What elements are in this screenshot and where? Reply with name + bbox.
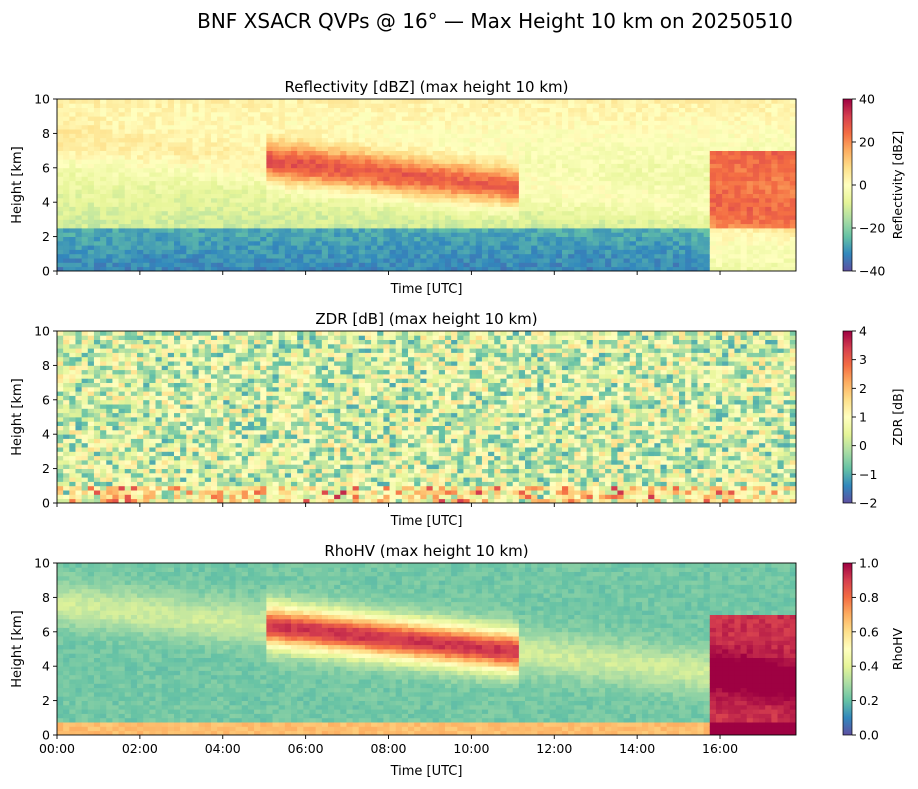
y-axis-label: Height [km] xyxy=(10,610,25,687)
x-axis-label: Time [UTC] xyxy=(390,764,463,779)
colorbar-tick-label: 4 xyxy=(859,324,867,339)
colorbar-tick-label: 0.2 xyxy=(859,693,879,708)
x-tick-label: 14:00 xyxy=(619,741,655,756)
colorbar-tick-label: 2 xyxy=(859,381,867,396)
colorbar-tick-label: −2 xyxy=(859,496,877,511)
figure-suptitle: BNF XSACR QVPs @ 16° — Max Height 10 km … xyxy=(197,9,793,33)
colorbar-tick-label: 40 xyxy=(859,92,875,107)
y-tick-label: 4 xyxy=(42,195,50,210)
colorbar-tick-label: 0 xyxy=(859,178,867,193)
panel-title: RhoHV (max height 10 km) xyxy=(324,542,528,560)
colorbar-tick-label: 1 xyxy=(859,410,867,425)
colorbar xyxy=(842,330,853,504)
y-tick-label: 4 xyxy=(42,427,50,442)
x-tick-label: 12:00 xyxy=(536,741,572,756)
colorbar-tick-label: 0 xyxy=(859,438,867,453)
y-axis-label: Height [km] xyxy=(10,146,25,223)
y-tick-label: 6 xyxy=(42,160,50,175)
panel-title: ZDR [dB] (max height 10 km) xyxy=(315,310,537,328)
y-tick-label: 10 xyxy=(34,556,50,571)
x-tick-label: 16:00 xyxy=(702,741,738,756)
heatmap-cells xyxy=(57,99,796,271)
y-tick-label: 2 xyxy=(42,229,50,244)
x-tick-label: 10:00 xyxy=(453,741,489,756)
x-tick-label: 06:00 xyxy=(288,741,324,756)
colorbar-label: RhoHV xyxy=(890,627,905,670)
y-tick-label: 8 xyxy=(42,358,50,373)
y-tick-label: 0 xyxy=(42,496,50,511)
x-tick-label: 08:00 xyxy=(370,741,406,756)
plot-frame xyxy=(56,562,797,736)
colorbar-tick-label: 1.0 xyxy=(859,556,879,571)
colorbar-tick-label: 20 xyxy=(859,135,875,150)
panel-3: RhoHV (max height 10 km) 0 2 4 6 8 10 Height [k… xyxy=(10,542,905,779)
panel-2: ZDR [dB] (max height 10 km)0246810Height… xyxy=(10,310,905,529)
y-tick-label: 6 xyxy=(42,392,50,407)
y-tick-label: 2 xyxy=(42,461,50,476)
colorbar-label: Reflectivity [dBZ] xyxy=(890,131,905,240)
plot-frame xyxy=(56,330,797,504)
x-axis-label: Time [UTC] xyxy=(390,282,463,297)
panel-title: Reflectivity [dBZ] (max height 10 km) xyxy=(285,78,569,96)
colorbar-tick-label: 0.6 xyxy=(859,624,879,639)
colorbar xyxy=(842,98,853,272)
panel-1: Reflectivity [dBZ] (max height 10 km) 0 2 4… xyxy=(10,78,905,297)
y-tick-label: 10 xyxy=(34,92,50,107)
x-tick-label: 02:00 xyxy=(122,741,158,756)
y-tick-label: 6 xyxy=(42,624,50,639)
y-tick-label: 4 xyxy=(42,659,50,674)
colorbar-tick-label: 0.8 xyxy=(859,590,879,605)
y-tick-label: 8 xyxy=(42,126,50,141)
heatmap-cells xyxy=(57,331,796,503)
y-tick-label: 0 xyxy=(42,728,50,743)
y-tick-label: 2 xyxy=(42,693,50,708)
plot-frame xyxy=(56,98,797,272)
y-tick-label: 0 xyxy=(42,264,50,279)
colorbar-tick-label: −20 xyxy=(859,221,885,236)
y-tick-label: 10 xyxy=(34,324,50,339)
colorbar-tick-label: −1 xyxy=(859,467,877,482)
colorbar-tick-label: 0.4 xyxy=(859,659,879,674)
y-axis-label: Height [km] xyxy=(10,378,25,455)
x-axis-label: Time [UTC] xyxy=(390,514,463,529)
colorbar-tick-label: −40 xyxy=(859,264,885,279)
heatmap-cells xyxy=(57,563,796,735)
x-tick-label: 04:00 xyxy=(205,741,241,756)
y-tick-label: 8 xyxy=(42,590,50,605)
x-tick-label: 00:00 xyxy=(39,741,75,756)
colorbar-tick-label: 3 xyxy=(859,352,867,367)
colorbar-tick-label: 0.0 xyxy=(859,728,879,743)
colorbar xyxy=(842,562,853,736)
colorbar-label: ZDR [dB] xyxy=(890,388,905,445)
